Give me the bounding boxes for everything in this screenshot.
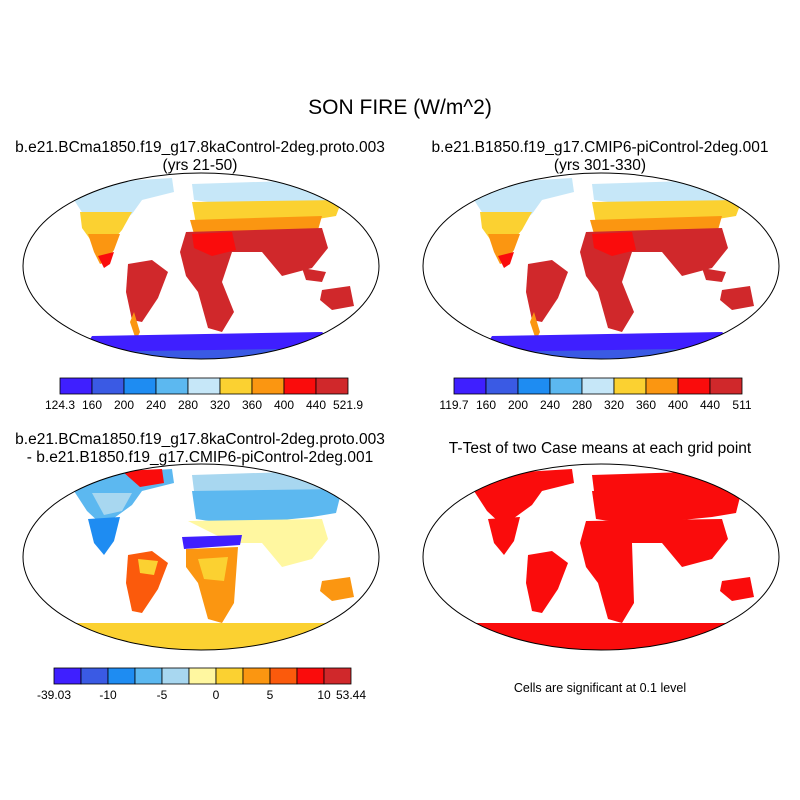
colorbar-box bbox=[80, 667, 109, 685]
main-title: SON FIRE (W/m^2) bbox=[308, 96, 492, 119]
colorbar-box bbox=[613, 377, 647, 395]
panel3-title-line1: b.e21.BCma1850.f19_g17.8kaControl-2deg.p… bbox=[15, 431, 385, 448]
colorbar-label: 5 bbox=[267, 688, 274, 702]
colorbar-box bbox=[485, 377, 519, 395]
colorbar-box bbox=[161, 667, 190, 685]
map-difference bbox=[22, 463, 380, 651]
colorbar-box bbox=[453, 377, 487, 395]
colorbar-label: 200 bbox=[508, 398, 528, 412]
panel4-title-line1: T-Test of two Case means at each grid po… bbox=[448, 440, 752, 457]
colorbar-label: 53.44 bbox=[336, 688, 366, 702]
colorbar-box bbox=[283, 377, 317, 395]
colorbar-label: 240 bbox=[146, 398, 166, 412]
colorbar-box bbox=[242, 667, 271, 685]
colorbar-case1: 124.3 160 200 240 280 320 360 400 440 521.9 bbox=[45, 377, 363, 412]
map-case1 bbox=[22, 172, 380, 360]
colorbar-difference: -39.03 -10 -5 0 5 10 53.44 bbox=[37, 667, 366, 702]
colorbar-box bbox=[296, 667, 325, 685]
colorbar-label: 280 bbox=[178, 398, 198, 412]
colorbar-box bbox=[187, 377, 221, 395]
colorbar-box bbox=[107, 667, 136, 685]
panel2-title-line1: b.e21.B1850.f19_g17.CMIP6-piControl-2deg… bbox=[431, 139, 769, 156]
colorbar-label: -39.03 bbox=[37, 688, 71, 702]
colorbar-box bbox=[315, 377, 349, 395]
colorbar-label: 360 bbox=[242, 398, 262, 412]
colorbar-label: 240 bbox=[540, 398, 560, 412]
panel2-title-line2: (yrs 301-330) bbox=[553, 157, 647, 174]
colorbar-box bbox=[53, 667, 82, 685]
colorbar-label: 10 bbox=[317, 688, 331, 702]
colorbar-label: 440 bbox=[700, 398, 720, 412]
colorbar-label: 119.7 bbox=[439, 398, 468, 412]
colorbar-label: 320 bbox=[604, 398, 624, 412]
colorbar-label: 124.3 bbox=[45, 398, 75, 412]
colorbar-label: 160 bbox=[476, 398, 496, 412]
panel2-title: b.e21.B1850.f19_g17.CMIP6-piControl-2deg… bbox=[400, 139, 800, 175]
colorbar-box bbox=[517, 377, 551, 395]
colorbar-label: 320 bbox=[210, 398, 230, 412]
colorbar-box bbox=[134, 667, 163, 685]
colorbar-box bbox=[709, 377, 743, 395]
colorbar-label: 400 bbox=[274, 398, 294, 412]
colorbar-label: 400 bbox=[668, 398, 688, 412]
panel1-title-line1: b.e21.BCma1850.f19_g17.8kaControl-2deg.p… bbox=[15, 139, 385, 156]
colorbar-box bbox=[549, 377, 583, 395]
colorbar-label: -5 bbox=[157, 688, 168, 702]
colorbar-label: -10 bbox=[99, 688, 117, 702]
colorbar-label: 521.9 bbox=[333, 398, 363, 412]
colorbar-box bbox=[219, 377, 253, 395]
colorbar-label: 511 bbox=[732, 398, 751, 412]
colorbar-box bbox=[215, 667, 244, 685]
significance-note: Cells are significant at 0.1 level bbox=[513, 681, 687, 695]
colorbar-box bbox=[323, 667, 352, 685]
panel4-title: T-Test of two Case means at each grid po… bbox=[400, 440, 800, 458]
colorbar-box bbox=[188, 667, 217, 685]
colorbar-label: 360 bbox=[636, 398, 656, 412]
map-case2 bbox=[422, 172, 780, 360]
colorbar-label: 160 bbox=[82, 398, 102, 412]
colorbar-box bbox=[677, 377, 711, 395]
colorbar-box bbox=[91, 377, 125, 395]
panel3-title-line2: - b.e21.B1850.f19_g17.CMIP6-piControl-2d… bbox=[26, 449, 374, 466]
colorbar-box bbox=[251, 377, 285, 395]
colorbar-box bbox=[645, 377, 679, 395]
colorbar-box bbox=[155, 377, 189, 395]
panel3-title: b.e21.BCma1850.f19_g17.8kaControl-2deg.p… bbox=[0, 431, 400, 467]
colorbar-box bbox=[59, 377, 93, 395]
map-ttest bbox=[422, 463, 780, 651]
colorbar-label: 440 bbox=[306, 398, 326, 412]
colorbar-label: 200 bbox=[114, 398, 134, 412]
colorbar-box bbox=[269, 667, 298, 685]
colorbar-label: 0 bbox=[213, 688, 220, 702]
colorbar-label: 280 bbox=[572, 398, 592, 412]
colorbar-case2: 119.7 160 200 240 280 320 360 400 440 511 bbox=[439, 377, 752, 412]
colorbar-box bbox=[123, 377, 157, 395]
panel1-title-line2: (yrs 21-50) bbox=[162, 157, 238, 174]
colorbar-box bbox=[581, 377, 615, 395]
panel1-title: b.e21.BCma1850.f19_g17.8kaControl-2deg.p… bbox=[0, 139, 400, 175]
